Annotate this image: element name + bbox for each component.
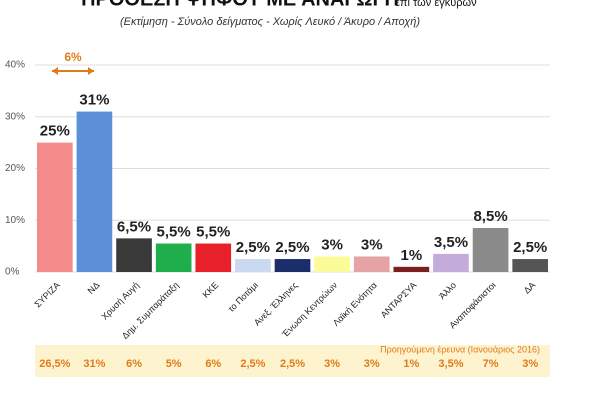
value-label: 25% xyxy=(40,123,70,140)
x-tick-label: Άλλο xyxy=(437,280,458,301)
y-tick-label: 30% xyxy=(5,111,25,122)
annotation: 6% xyxy=(64,50,82,64)
bar xyxy=(314,256,350,272)
x-tick-label: το Ποτάμι xyxy=(226,280,260,314)
previous-value: 31% xyxy=(83,358,105,370)
y-tick-label: 20% xyxy=(5,163,25,174)
bar xyxy=(76,111,113,272)
previous-band xyxy=(35,345,550,377)
x-tick-label: ΑΝΤΑΡΣΥΑ xyxy=(379,280,419,320)
y-tick-label: 40% xyxy=(5,60,25,71)
bar xyxy=(235,259,271,272)
previous-value: 1% xyxy=(403,358,419,370)
bar xyxy=(353,256,390,272)
previous-value: 6% xyxy=(205,358,221,370)
previous-value: 5% xyxy=(166,358,182,370)
value-label: 3,5% xyxy=(434,234,468,251)
bar xyxy=(274,259,311,272)
previous-value: 7% xyxy=(483,358,499,370)
previous-value: 3% xyxy=(324,358,340,370)
value-label: 6,5% xyxy=(117,218,151,235)
bar xyxy=(512,259,549,272)
chart-title: ΠΡΟΘΕΣΗ ΨΗΦΟΥ ΜΕ ΑΝΑΓΩΓΗ xyxy=(81,0,399,10)
y-tick-label: 0% xyxy=(5,267,20,278)
x-tick-label: ΚΚΕ xyxy=(201,280,221,300)
previous-value: 3,5% xyxy=(438,358,463,370)
value-label: 2,5% xyxy=(236,239,270,256)
value-label: 1% xyxy=(401,247,423,264)
y-tick-label: 10% xyxy=(5,215,25,226)
bar xyxy=(195,243,232,272)
x-tick-label: ΔΑ xyxy=(522,280,538,296)
value-label: 8,5% xyxy=(473,208,507,225)
x-tick-label: ΝΔ xyxy=(86,280,102,296)
value-label: 3% xyxy=(361,236,383,253)
previous-value: 3% xyxy=(364,358,380,370)
bar xyxy=(36,142,73,272)
x-tick-label: ΣΥΡΙΖΑ xyxy=(33,280,62,309)
value-label: 2,5% xyxy=(275,239,309,256)
value-label: 2,5% xyxy=(513,239,547,256)
previous-value: 2,5% xyxy=(280,358,305,370)
previous-title: Προηγούμενη έρευνα (Ιανουάριος 2016) xyxy=(380,344,540,354)
x-tick-label: Χρυσή Αυγή xyxy=(99,280,141,322)
previous-value: 3% xyxy=(522,358,538,370)
previous-value: 26,5% xyxy=(39,358,70,370)
value-label: 31% xyxy=(79,92,109,109)
bar xyxy=(155,243,192,272)
value-label: 3% xyxy=(321,236,343,253)
bar xyxy=(472,228,509,272)
bar xyxy=(433,253,469,272)
previous-value: 6% xyxy=(126,358,142,370)
previous-value: 2,5% xyxy=(240,358,265,370)
value-label: 5,5% xyxy=(157,224,191,241)
title-note: επί των εγκύρων xyxy=(395,0,477,9)
value-label: 5,5% xyxy=(196,224,230,241)
subtitle: (Εκτίμηση - Σύνολο δείγματος - Χωρίς Λευ… xyxy=(120,16,420,28)
bar xyxy=(116,238,152,272)
bar xyxy=(393,266,430,272)
